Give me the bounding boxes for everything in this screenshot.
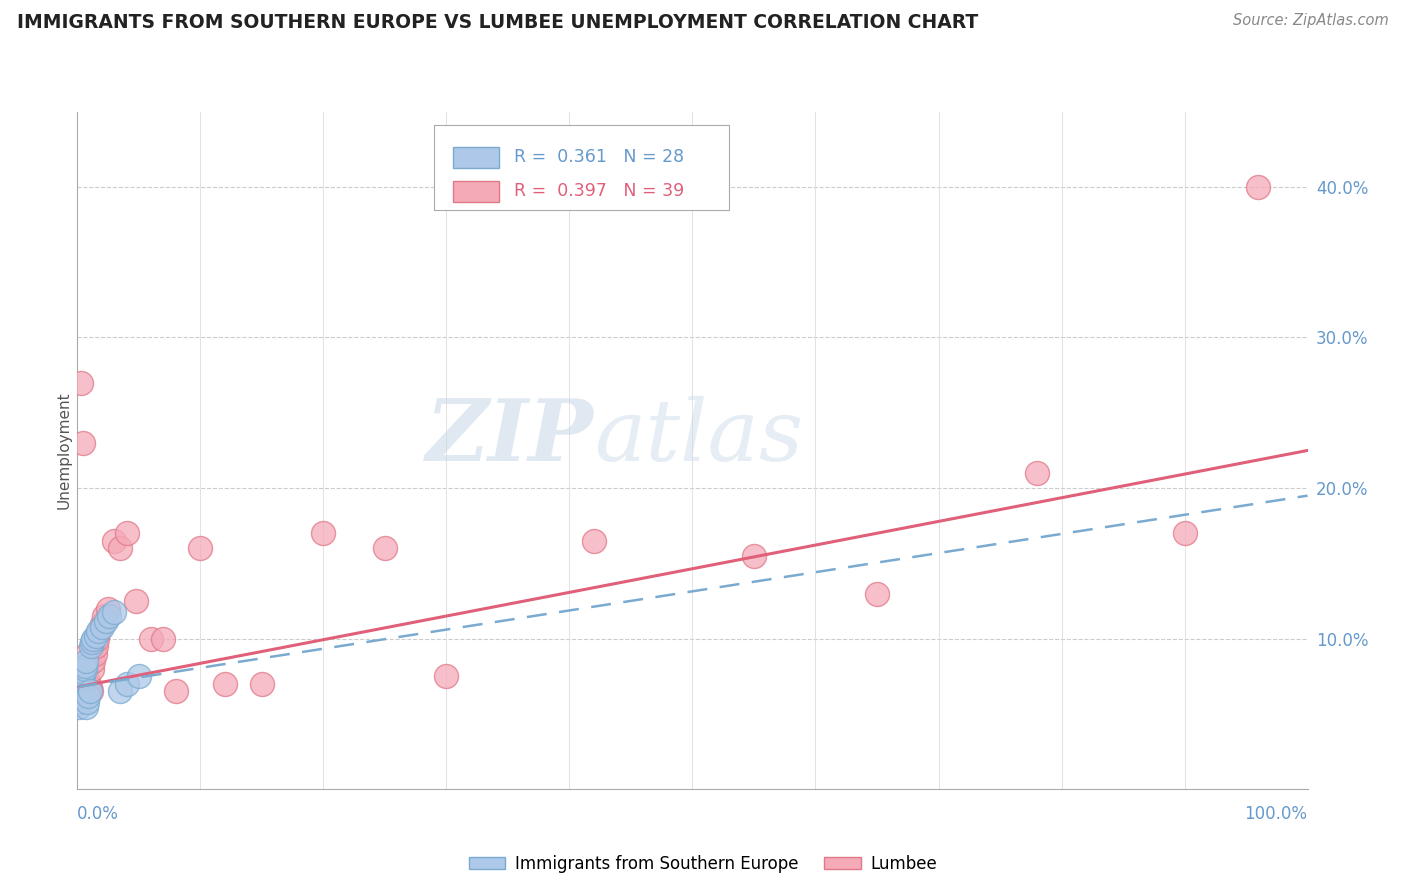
Point bbox=[76, 647, 98, 661]
Point bbox=[80, 640, 103, 654]
Point bbox=[69, 695, 91, 709]
FancyBboxPatch shape bbox=[453, 147, 499, 168]
Point bbox=[84, 629, 107, 643]
Point bbox=[77, 673, 100, 688]
Point bbox=[70, 376, 93, 390]
Point bbox=[1174, 526, 1197, 541]
Point bbox=[72, 665, 94, 679]
Point bbox=[190, 541, 212, 556]
Point bbox=[70, 680, 93, 694]
Point bbox=[70, 684, 93, 698]
Point bbox=[83, 647, 105, 661]
FancyBboxPatch shape bbox=[434, 125, 730, 210]
Point bbox=[82, 632, 104, 646]
Text: 100.0%: 100.0% bbox=[1244, 805, 1308, 823]
Point bbox=[90, 616, 114, 631]
Point bbox=[73, 677, 96, 691]
Point bbox=[77, 689, 100, 703]
Text: IMMIGRANTS FROM SOUTHERN EUROPE VS LUMBEE UNEMPLOYMENT CORRELATION CHART: IMMIGRANTS FROM SOUTHERN EUROPE VS LUMBE… bbox=[17, 13, 979, 32]
Point bbox=[128, 669, 150, 683]
Point bbox=[94, 614, 117, 628]
Text: R =  0.361   N = 28: R = 0.361 N = 28 bbox=[515, 148, 685, 166]
Point bbox=[214, 677, 236, 691]
Point bbox=[103, 605, 125, 619]
Point bbox=[97, 601, 120, 615]
Text: Source: ZipAtlas.com: Source: ZipAtlas.com bbox=[1233, 13, 1389, 29]
Point bbox=[742, 549, 765, 563]
Point bbox=[73, 662, 96, 676]
Point bbox=[98, 609, 121, 624]
Point bbox=[141, 632, 163, 646]
Point bbox=[93, 609, 115, 624]
FancyBboxPatch shape bbox=[453, 181, 499, 202]
Point bbox=[115, 677, 138, 691]
Point bbox=[72, 436, 94, 450]
Text: ZIP: ZIP bbox=[426, 395, 595, 479]
Point bbox=[70, 673, 93, 687]
Point bbox=[90, 620, 114, 634]
Text: R =  0.397   N = 39: R = 0.397 N = 39 bbox=[515, 182, 685, 200]
Point bbox=[80, 684, 103, 698]
Text: atlas: atlas bbox=[595, 395, 803, 478]
Point bbox=[75, 654, 97, 668]
Point bbox=[374, 541, 396, 556]
Point bbox=[73, 659, 96, 673]
Point bbox=[67, 684, 90, 698]
Point bbox=[1026, 466, 1049, 480]
Point bbox=[67, 699, 90, 714]
Point bbox=[115, 526, 138, 541]
Point bbox=[69, 689, 91, 703]
Point bbox=[69, 680, 91, 694]
Point bbox=[75, 699, 97, 714]
Point bbox=[72, 669, 94, 683]
Point bbox=[110, 684, 132, 698]
Point bbox=[103, 533, 125, 548]
Point bbox=[152, 632, 174, 646]
Point bbox=[70, 677, 93, 691]
Point bbox=[89, 624, 111, 639]
Y-axis label: Unemployment: Unemployment bbox=[56, 392, 72, 509]
Point bbox=[82, 654, 104, 668]
Point bbox=[1247, 179, 1270, 194]
Point bbox=[76, 695, 98, 709]
Point bbox=[84, 640, 107, 654]
Point bbox=[125, 594, 148, 608]
Point bbox=[82, 634, 104, 648]
Point bbox=[79, 684, 101, 698]
Point bbox=[866, 586, 889, 600]
Point bbox=[436, 669, 458, 683]
Point bbox=[82, 662, 104, 676]
Legend: Immigrants from Southern Europe, Lumbee: Immigrants from Southern Europe, Lumbee bbox=[463, 848, 943, 880]
Point bbox=[79, 680, 101, 694]
Point bbox=[312, 526, 335, 541]
Point bbox=[250, 677, 273, 691]
Point bbox=[583, 533, 606, 548]
Point bbox=[110, 541, 132, 556]
Point bbox=[75, 662, 97, 676]
Point bbox=[70, 684, 93, 698]
Point bbox=[86, 632, 108, 646]
Point bbox=[165, 684, 187, 698]
Point bbox=[87, 624, 110, 639]
Text: 0.0%: 0.0% bbox=[77, 805, 120, 823]
